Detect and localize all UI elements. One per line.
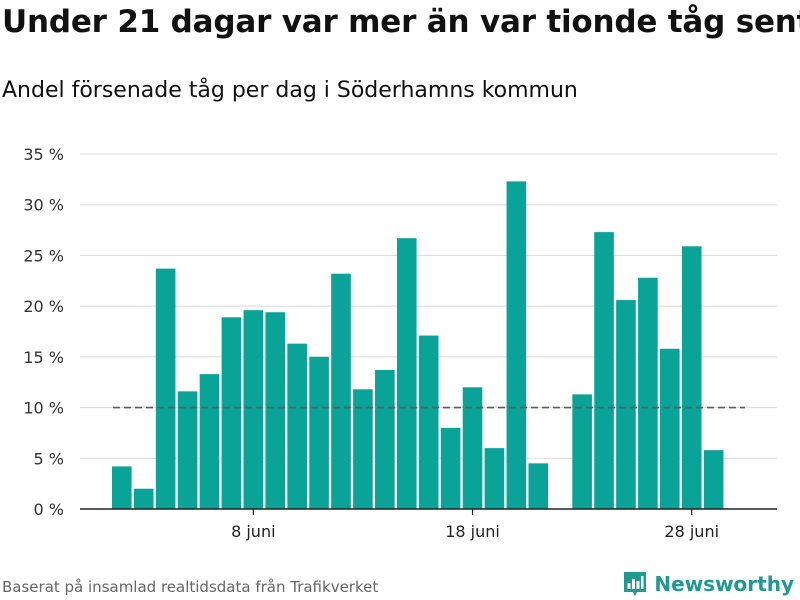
- bar: [177, 391, 198, 509]
- bar: [396, 238, 417, 509]
- chart-subtitle: Andel försenade tåg per dag i Söderhamns…: [2, 78, 578, 103]
- brand-name: Newsworthy: [654, 572, 794, 596]
- bar: [418, 335, 439, 509]
- bar: [112, 466, 132, 509]
- bar: [199, 374, 220, 509]
- bar: [375, 370, 395, 509]
- y-tick-label: 20 %: [23, 297, 64, 316]
- bar: [265, 312, 286, 509]
- bar-series: [112, 181, 724, 510]
- bar: [133, 488, 154, 509]
- bar: [703, 450, 724, 509]
- x-tick-label: 8 juni: [231, 522, 275, 541]
- bar: [331, 273, 351, 509]
- y-tick-label: 5 %: [34, 449, 64, 468]
- chart-title: Under 21 dagar var mer än var tionde tåg…: [2, 4, 800, 40]
- bar: [155, 268, 176, 509]
- y-tick-label: 30 %: [23, 196, 64, 215]
- bar: [309, 356, 329, 509]
- bar: [287, 343, 307, 509]
- bar: [638, 277, 658, 509]
- bar: [681, 246, 702, 510]
- y-tick-label: 10 %: [23, 399, 64, 418]
- bar: [221, 317, 242, 509]
- bar: [484, 448, 505, 509]
- source-note: Baserat på insamlad realtidsdata från Tr…: [2, 578, 379, 596]
- x-axis-tick-labels: 8 juni 18 juni 28 juni: [231, 509, 719, 541]
- y-tick-label: 15 %: [23, 348, 64, 367]
- y-tick-label: 25 %: [23, 246, 64, 265]
- bar: [462, 387, 483, 509]
- y-tick-label: 35 %: [23, 145, 64, 164]
- bar: [572, 394, 592, 509]
- bar: [243, 310, 264, 509]
- bar: [616, 300, 636, 509]
- bar: [594, 232, 614, 509]
- y-axis-tick-labels: 0 % 5 % 10 % 15 % 20 % 25 % 30 % 35 %: [23, 145, 64, 519]
- y-tick-label: 0 %: [34, 500, 64, 519]
- bar-chart-logo-icon: [624, 572, 647, 596]
- x-tick-label: 28 juni: [664, 522, 719, 541]
- bar: [353, 389, 373, 509]
- bar: [660, 348, 680, 509]
- bar: [440, 427, 461, 509]
- bar: [528, 463, 549, 509]
- bar: [506, 181, 527, 509]
- brand-logo[interactable]: Newsworthy: [622, 569, 794, 599]
- x-tick-label: 18 juni: [445, 522, 500, 541]
